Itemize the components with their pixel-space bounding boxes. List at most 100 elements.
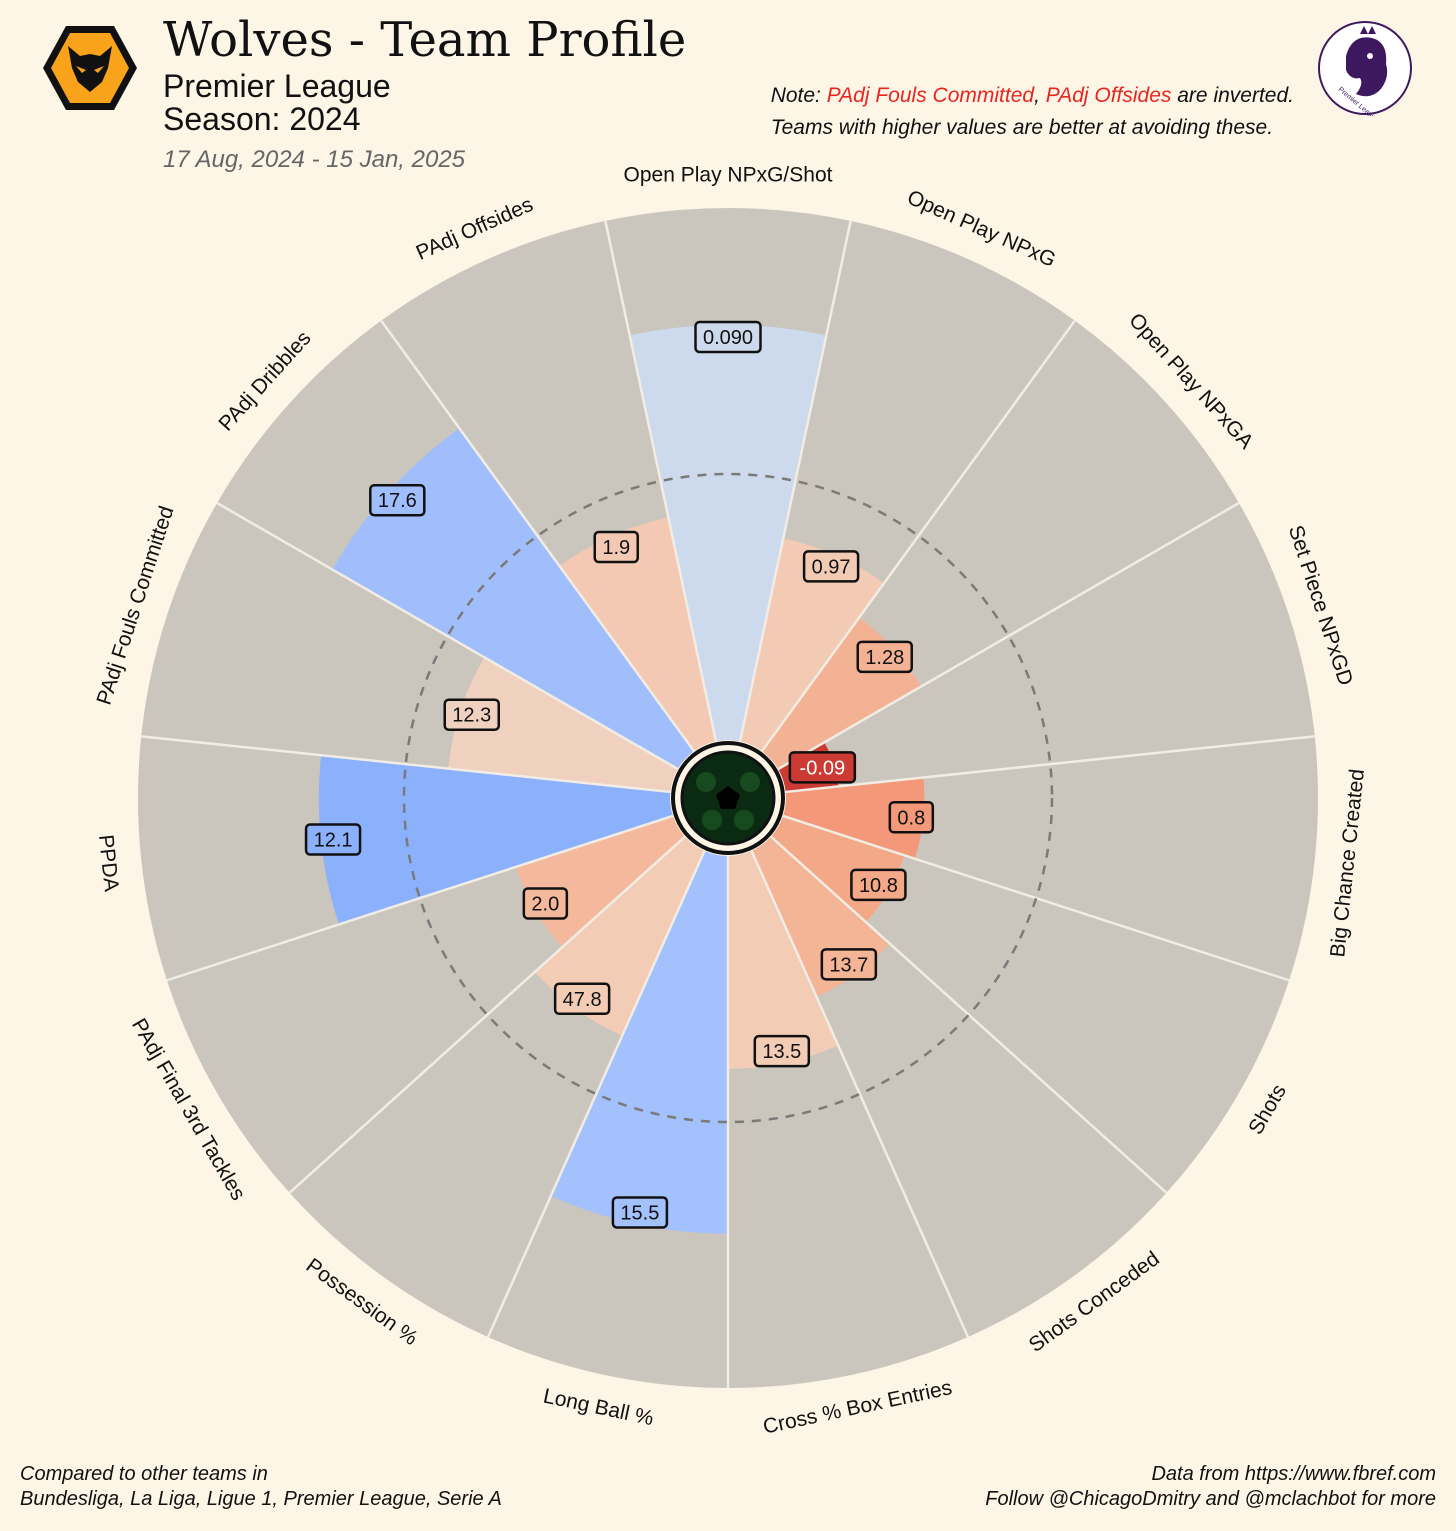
- value-label-text: -0.09: [800, 757, 846, 779]
- slice-bg-set-piece-npxgd: [778, 503, 1315, 792]
- value-label-text: 13.7: [829, 954, 868, 976]
- league-name: Premier League: [163, 68, 391, 104]
- separator: [141, 735, 671, 794]
- inversion-note: Note: PAdj Fouls Committed, PAdj Offside…: [771, 80, 1294, 144]
- footer-left-line-2: Bundesliga, La Liga, Ligue 1, Premier Le…: [20, 1488, 502, 1510]
- value-label-box: [753, 1034, 811, 1068]
- value-label-open-play-npxg-shot: 0.090: [694, 320, 762, 354]
- separator: [770, 835, 1168, 1194]
- value-label-box: [856, 640, 913, 674]
- bar-ppda: [318, 755, 673, 925]
- slice-separators: [141, 220, 1315, 1388]
- value-label-box: [820, 948, 878, 981]
- slice-bg-shots: [771, 815, 1290, 1193]
- value-label-box: [593, 530, 639, 564]
- page-title: Wolves - Team Profile: [163, 12, 687, 68]
- value-label-text: 17.6: [378, 490, 417, 512]
- wolves-logo-icon: [43, 26, 137, 110]
- value-label-box: [850, 868, 907, 902]
- value-label-padj-offsides: 1.9: [593, 530, 639, 564]
- separator: [750, 850, 970, 1338]
- separator: [604, 220, 718, 742]
- axis-label-shots: Shots: [1244, 1080, 1291, 1138]
- note-inverted-1: PAdj Fouls Committed: [826, 84, 1035, 107]
- date-range: 17 Aug, 2024 - 15 Jan, 2025: [163, 146, 466, 173]
- note-line-1: Note: PAdj Fouls Committed, PAdj Offside…: [771, 80, 1294, 112]
- subtitle: Premier League Season: 2024: [163, 70, 391, 136]
- value-label-big-chance-created: 0.8: [888, 801, 935, 834]
- separator: [761, 319, 1076, 752]
- premier-league-logo-icon: Premier League: [1318, 21, 1412, 116]
- value-label-text: 1.9: [602, 537, 630, 559]
- value-label-text: 1.28: [865, 647, 904, 669]
- value-label-box: [522, 887, 569, 920]
- value-label-open-play-npxga: 1.28: [856, 640, 913, 674]
- separator: [166, 814, 674, 982]
- bar-open-play-npxg: [740, 538, 885, 752]
- bar-padj-offsides: [559, 517, 716, 752]
- axis-label-ppda: PPDA: [94, 833, 123, 892]
- value-label-box: [694, 320, 762, 354]
- football-icon: [671, 741, 785, 855]
- separator: [785, 735, 1315, 794]
- value-label-text: 12.1: [314, 830, 353, 852]
- value-label-text: 13.5: [762, 1041, 801, 1063]
- value-labels: 0.090 0.97 1.28 -0.09 0.8 10.8 13.7 13.5 15.5 47.…: [304, 320, 935, 1229]
- value-label-text: 15.5: [620, 1202, 659, 1224]
- value-label-shots-conceded: 13.7: [820, 948, 878, 981]
- value-label-long-ball: 15.5: [611, 1196, 669, 1229]
- value-label-box: [304, 823, 362, 856]
- value-label-text: 10.8: [859, 875, 898, 897]
- bar-cross-box-entries: [728, 850, 839, 1069]
- separator: [738, 220, 852, 742]
- value-label-possession: 47.8: [553, 982, 611, 1016]
- value-label-box: [802, 550, 860, 583]
- value-label-shots: 10.8: [850, 868, 907, 902]
- axis-label-big-chance-created: Big Chance Created: [1326, 768, 1369, 958]
- note-line-2: Teams with higher values are better at a…: [770, 116, 1274, 139]
- separator: [486, 850, 706, 1338]
- value-label-box: [443, 698, 500, 731]
- value-label-padj-fouls-committed: 12.3: [443, 698, 500, 731]
- footer-left-line-1: Compared to other teams in: [20, 1463, 268, 1485]
- bar-padj-fouls-committed: [448, 657, 678, 792]
- value-label-text: 12.3: [452, 705, 491, 727]
- value-label-box: [788, 751, 857, 784]
- value-label-ppda: 12.1: [304, 823, 362, 856]
- reference-ring: [402, 472, 1054, 1124]
- value-label-text: 47.8: [563, 989, 602, 1011]
- bar-open-play-npxg-shot: [629, 325, 827, 742]
- footer-source: Data from https://www.fbref.com: [1151, 1463, 1436, 1485]
- value-label-box: [369, 483, 426, 517]
- value-label-box: [553, 982, 611, 1016]
- footer-credits: Data from https://www.fbref.com Follow @…: [985, 1462, 1436, 1512]
- separator: [216, 501, 679, 771]
- bar-big-chance-created: [783, 777, 925, 859]
- value-label-open-play-npxg: 0.97: [802, 550, 860, 583]
- axis-label-long-ball: Long Ball %: [541, 1384, 655, 1430]
- value-label-text: 0.8: [897, 807, 925, 829]
- separator: [782, 814, 1290, 982]
- separator: [777, 501, 1240, 771]
- season-label: Season: 2024: [163, 101, 361, 137]
- value-label-padj-final-3rd-tackles: 2.0: [522, 887, 569, 920]
- separator: [380, 319, 695, 752]
- value-label-text: 2.0: [531, 893, 559, 915]
- axis-label-cross-box-entries: Cross % Box Entries: [761, 1376, 954, 1439]
- value-label-padj-dribbles: 17.6: [369, 483, 426, 517]
- note-suffix: are inverted.: [1171, 84, 1294, 107]
- value-label-box: [611, 1196, 669, 1229]
- note-prefix: Note:: [770, 84, 827, 107]
- value-label-text: 0.090: [703, 327, 753, 349]
- bar-long-ball: [550, 850, 728, 1234]
- axis-label-open-play-npxg-shot: Open Play NPxG/Shot: [624, 164, 833, 187]
- note-inverted-2: PAdj Offsides: [1045, 84, 1172, 107]
- value-label-set-piece-npxgd: -0.09: [788, 751, 857, 784]
- value-label-cross-box-entries: 13.5: [753, 1034, 811, 1068]
- separator: [288, 835, 686, 1194]
- value-label-box: [888, 801, 935, 834]
- note-sep: ,: [1034, 84, 1046, 107]
- footer-comparison: Compared to other teams in Bundesliga, L…: [20, 1462, 502, 1512]
- footer-follow: Follow @ChicagoDmitry and @mclachbot for…: [985, 1488, 1436, 1510]
